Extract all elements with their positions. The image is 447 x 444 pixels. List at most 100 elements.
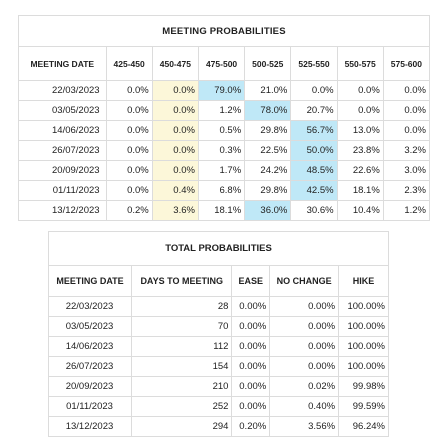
days-to-meeting-cell: 28	[130, 296, 233, 317]
table-row: 03/05/2023 0.0% 0.0% 1.2% 78.0% 20.7% 0.0% 0.0%	[18, 100, 431, 121]
probability-cell: 0.0%	[382, 100, 431, 121]
table-row: 20/09/2023 0.0% 0.0% 1.7% 24.2% 48.5% 22.6% 3.0…	[18, 160, 431, 181]
column-header: 475-500	[197, 46, 246, 81]
days-to-meeting-cell: 210	[130, 376, 233, 397]
probability-cell: 0.0%	[336, 100, 384, 121]
meeting-date-cell: 20/09/2023	[48, 376, 132, 397]
meeting-date-cell: 26/07/2023	[48, 356, 132, 377]
table-row: 03/05/2023 70 0.00% 0.00% 100.00%	[48, 316, 389, 337]
probability-cell: 22.5%	[244, 140, 292, 161]
probability-cell: 10.4%	[336, 200, 384, 221]
probability-cell: 50.0%	[290, 140, 338, 161]
meeting-date-cell: 03/05/2023	[48, 316, 132, 337]
table-row: 26/07/2023 154 0.00% 0.00% 100.00%	[48, 356, 389, 377]
probability-cell: 3.6%	[151, 200, 199, 221]
column-header: 550-575	[336, 46, 384, 81]
probability-cell: 0.2%	[105, 200, 153, 221]
probability-cell: 0.0%	[105, 160, 153, 181]
hike-cell: 96.24%	[338, 416, 389, 437]
meeting-date-cell: 14/06/2023	[18, 120, 107, 141]
meeting-probabilities-header-row: MEETING DATE 425-450 450-475 475-500 500…	[18, 46, 431, 81]
no-change-cell: 0.00%	[269, 356, 340, 377]
total-probabilities-table: TOTAL PROBABILITIES MEETING DATE DAYS TO…	[48, 231, 389, 437]
meeting-date-cell: 20/09/2023	[18, 160, 107, 181]
days-to-meeting-cell: 112	[130, 336, 233, 357]
probability-cell: 1.2%	[382, 200, 431, 221]
total-probabilities-header-row: MEETING DATE DAYS TO MEETING EASE NO CHA…	[48, 265, 389, 297]
probability-cell: 1.2%	[197, 100, 246, 121]
ease-cell: 0.00%	[231, 336, 271, 357]
ease-cell: 0.00%	[231, 296, 271, 317]
column-header: MEETING DATE	[48, 265, 132, 297]
no-change-cell: 0.40%	[269, 396, 340, 417]
probability-cell: 29.8%	[244, 120, 292, 141]
probability-cell: 2.3%	[382, 180, 431, 201]
table-row: 14/06/2023 0.0% 0.0% 0.5% 29.8% 56.7% 13.0% 0.0…	[18, 120, 431, 141]
probability-cell: 29.8%	[244, 180, 292, 201]
ease-cell: 0.20%	[231, 416, 271, 437]
probability-cell: 0.0%	[151, 160, 199, 181]
probability-cell: 0.3%	[197, 140, 246, 161]
no-change-cell: 3.56%	[269, 416, 340, 437]
no-change-cell: 0.00%	[269, 316, 340, 337]
probability-cell: 22.6%	[336, 160, 384, 181]
meeting-date-cell: 13/12/2023	[18, 200, 107, 221]
column-header: 575-600	[382, 46, 431, 81]
probability-cell: 36.0%	[244, 200, 292, 221]
table-row: 26/07/2023 0.0% 0.0% 0.3% 22.5% 50.0% 23.8% 3.2…	[18, 140, 431, 161]
column-header: 500-525	[244, 46, 292, 81]
meeting-date-cell: 22/03/2023	[18, 80, 107, 101]
hike-cell: 100.00%	[338, 336, 389, 357]
no-change-cell: 0.02%	[269, 376, 340, 397]
probability-cell: 30.6%	[290, 200, 338, 221]
table-row: 14/06/2023 112 0.00% 0.00% 100.00%	[48, 336, 389, 357]
table-row: 22/03/2023 0.0% 0.0% 79.0% 21.0% 0.0% 0.0% 0.0%	[18, 80, 431, 101]
hike-cell: 99.98%	[338, 376, 389, 397]
no-change-cell: 0.00%	[269, 336, 340, 357]
table-row: 13/12/2023 0.2% 3.6% 18.1% 36.0% 30.6% 10.4% 1.…	[18, 200, 431, 221]
probability-cell: 0.4%	[151, 180, 199, 201]
probability-cell: 0.0%	[105, 80, 153, 101]
column-header: MEETING DATE	[18, 46, 107, 81]
probability-cell: 18.1%	[197, 200, 246, 221]
probability-cell: 42.5%	[290, 180, 338, 201]
table-row: 01/11/2023 0.0% 0.4% 6.8% 29.8% 42.5% 18.1% 2.3…	[18, 180, 431, 201]
column-header: 525-550	[290, 46, 338, 81]
meeting-probabilities-table: MEETING PROBABILITIES MEETING DATE 425-4…	[18, 15, 431, 221]
probability-cell: 0.0%	[105, 180, 153, 201]
probability-cell: 18.1%	[336, 180, 384, 201]
meeting-date-cell: 03/05/2023	[18, 100, 107, 121]
meeting-date-cell: 01/11/2023	[18, 180, 107, 201]
days-to-meeting-cell: 70	[130, 316, 233, 337]
probability-cell: 56.7%	[290, 120, 338, 141]
probability-cell: 20.7%	[290, 100, 338, 121]
table-row: 01/11/2023 252 0.00% 0.40% 99.59%	[48, 396, 389, 417]
days-to-meeting-cell: 154	[130, 356, 233, 377]
column-header: 425-450	[105, 46, 153, 81]
hike-cell: 99.59%	[338, 396, 389, 417]
ease-cell: 0.00%	[231, 376, 271, 397]
probability-cell: 0.0%	[336, 80, 384, 101]
probability-cell: 0.0%	[382, 120, 431, 141]
probability-cell: 3.0%	[382, 160, 431, 181]
probability-cell: 0.0%	[151, 100, 199, 121]
meeting-probabilities-title: MEETING PROBABILITIES	[18, 15, 430, 47]
probability-cell: 0.0%	[105, 120, 153, 141]
probability-cell: 1.7%	[197, 160, 246, 181]
column-header: 450-475	[151, 46, 199, 81]
probability-cell: 0.0%	[382, 80, 431, 101]
no-change-cell: 0.00%	[269, 296, 340, 317]
probability-cell: 0.5%	[197, 120, 246, 141]
hike-cell: 100.00%	[338, 356, 389, 377]
ease-cell: 0.00%	[231, 316, 271, 337]
meeting-date-cell: 26/07/2023	[18, 140, 107, 161]
table-row: 13/12/2023 294 0.20% 3.56% 96.24%	[48, 416, 389, 437]
probability-cell: 0.0%	[105, 100, 153, 121]
probability-cell: 21.0%	[244, 80, 292, 101]
probability-cell: 23.8%	[336, 140, 384, 161]
probability-cell: 3.2%	[382, 140, 431, 161]
hike-cell: 100.00%	[338, 296, 389, 317]
total-probabilities-title: TOTAL PROBABILITIES	[48, 231, 389, 266]
probability-cell: 6.8%	[197, 180, 246, 201]
meeting-date-cell: 14/06/2023	[48, 336, 132, 357]
